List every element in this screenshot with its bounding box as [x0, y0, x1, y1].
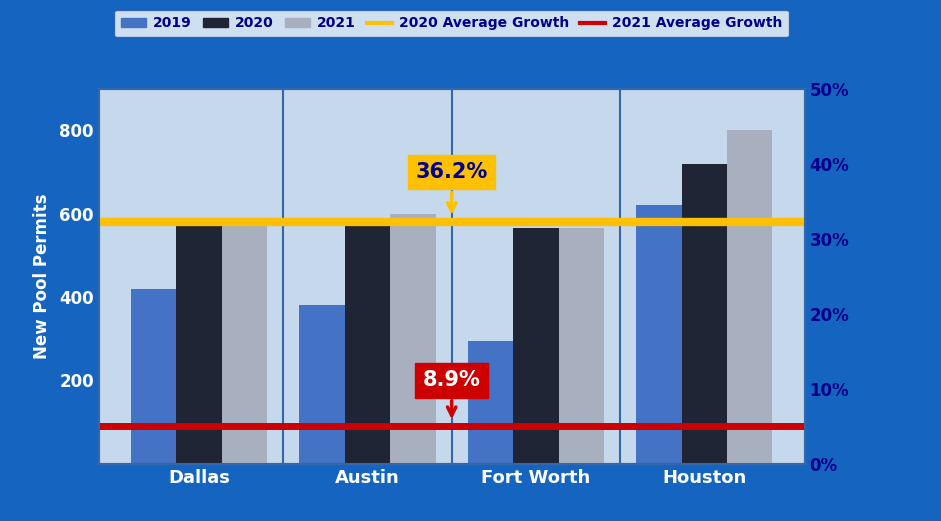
Text: 8.9%: 8.9% [423, 370, 481, 415]
Bar [131, 289, 176, 464]
Bar [636, 205, 681, 464]
Bar [513, 228, 559, 464]
Text: 36.2%: 36.2% [416, 162, 487, 211]
Bar [176, 226, 222, 464]
Bar [222, 224, 267, 464]
Bar [299, 305, 344, 464]
Y-axis label: New Pool Permits: New Pool Permits [33, 193, 51, 359]
Bar [391, 214, 436, 464]
Legend: 2019, 2020, 2021, 2020 Average Growth, 2021 Average Growth: 2019, 2020, 2021, 2020 Average Growth, 2… [114, 9, 789, 38]
Bar [344, 224, 391, 464]
Bar [468, 341, 513, 464]
Bar [681, 164, 727, 464]
Bar [727, 130, 773, 464]
Bar [559, 228, 604, 464]
